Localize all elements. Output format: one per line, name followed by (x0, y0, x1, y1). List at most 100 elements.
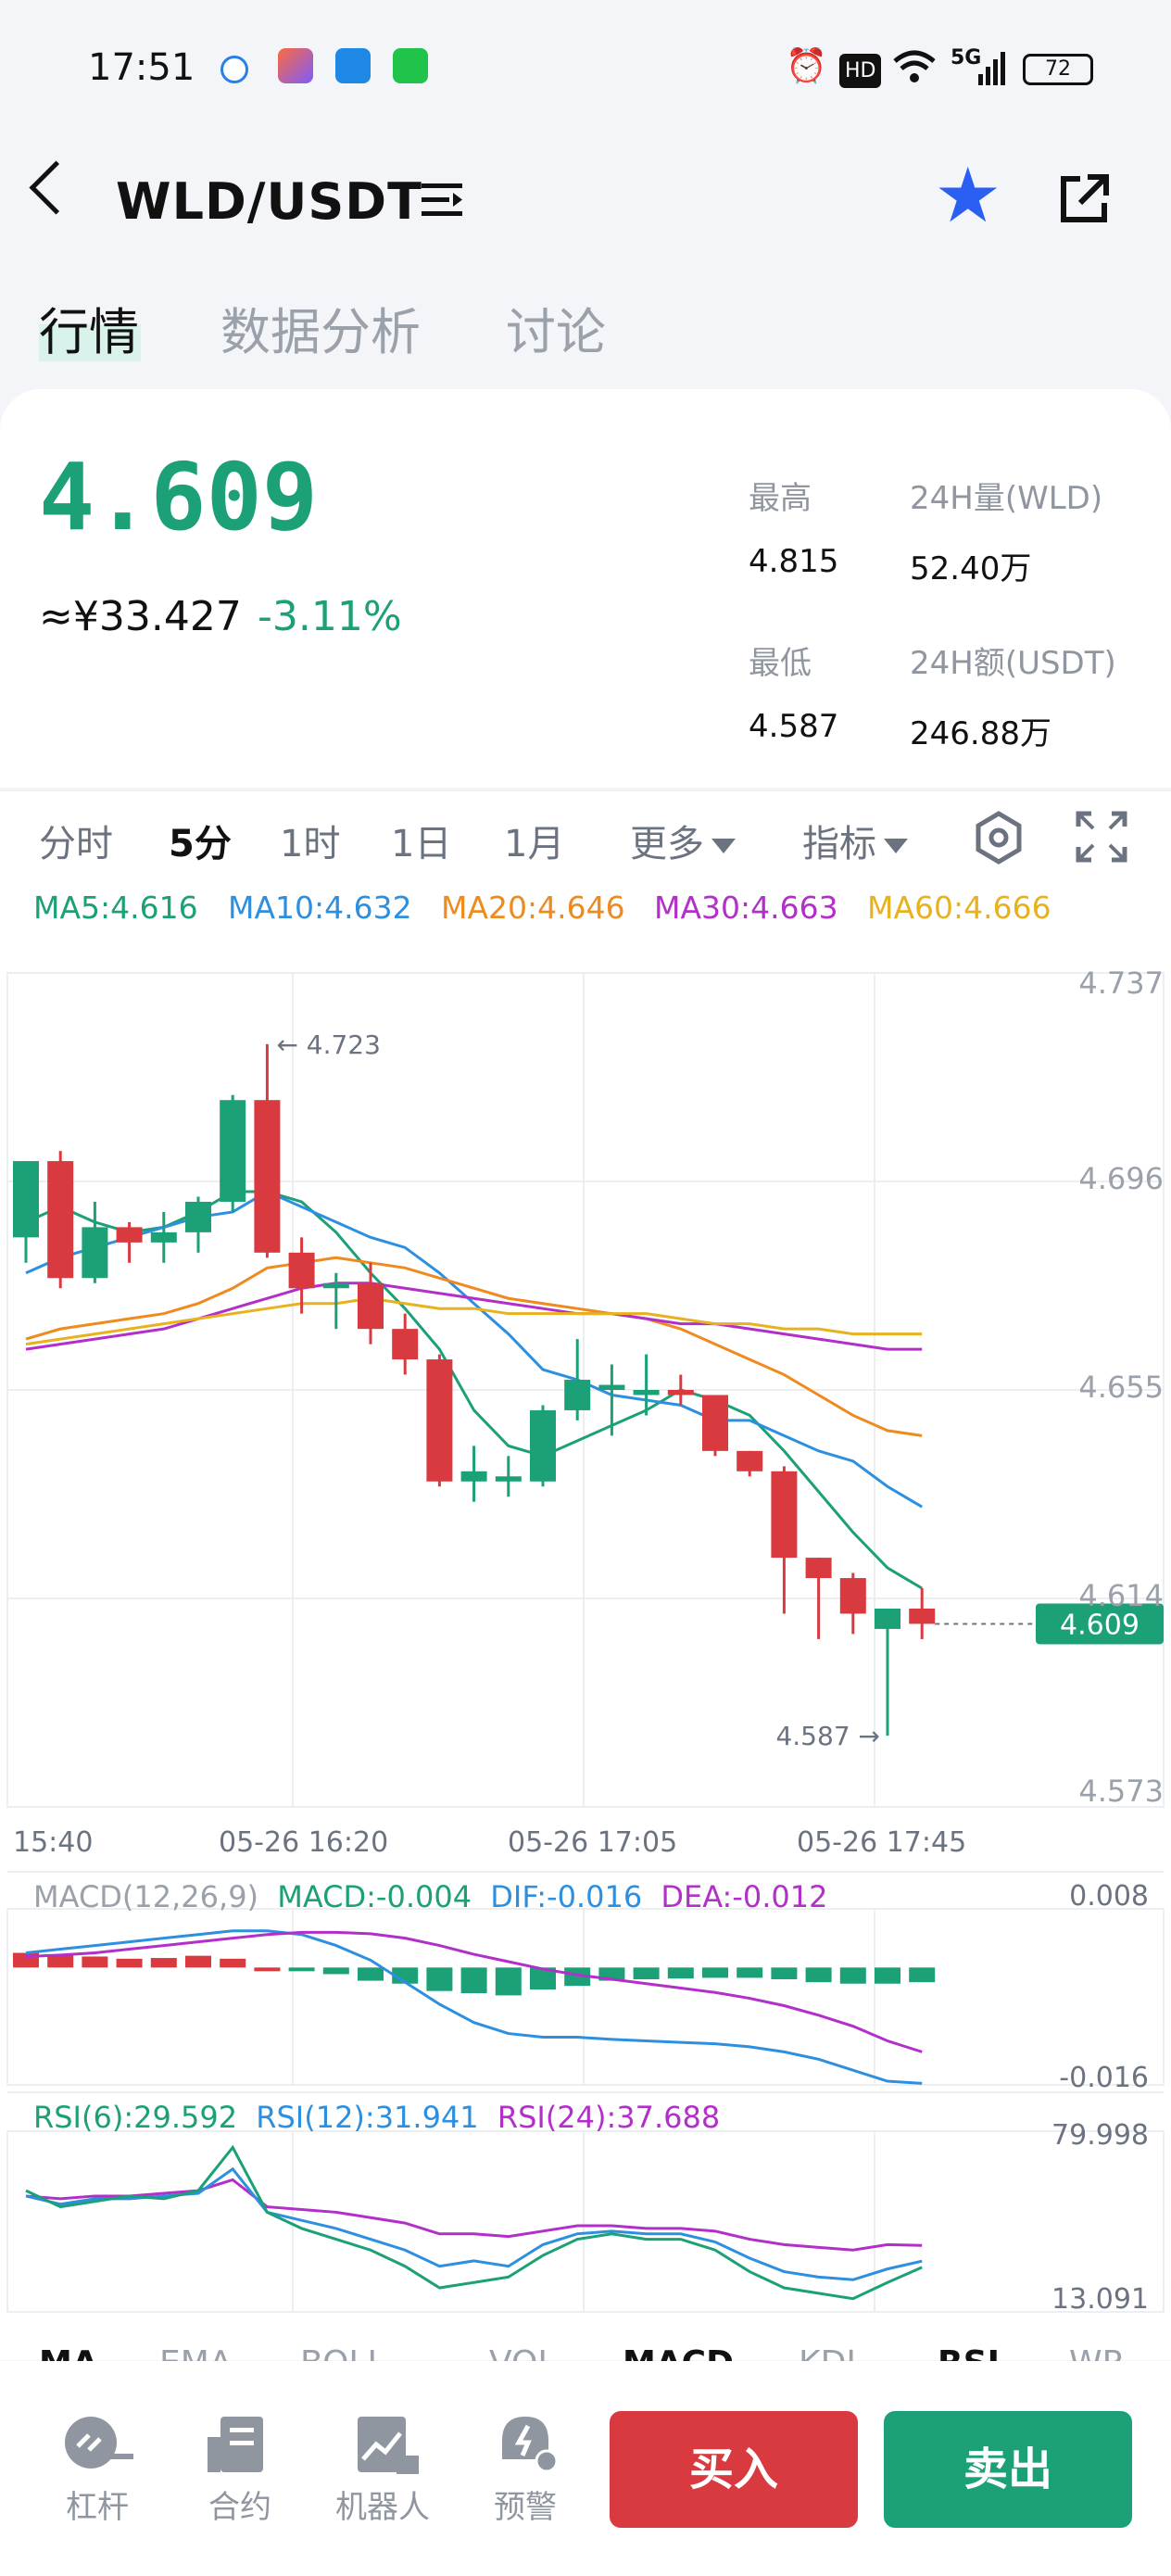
price-axis-label: 4.573 (1078, 1774, 1164, 1809)
candle-body (288, 1252, 315, 1289)
contract-label: 合约 (208, 2489, 271, 2526)
rsi-frame (6, 2130, 1165, 2313)
candle-body (702, 1395, 728, 1451)
tf-timeline[interactable]: 分时 (39, 823, 113, 865)
ma5-legend: MA5:4.616 (33, 890, 198, 926)
candle-body (667, 1390, 694, 1395)
macd-histogram-bar (150, 1958, 177, 1968)
tf-5min[interactable]: 5分 (169, 823, 232, 865)
ma5-line (25, 1190, 923, 1590)
macd-histogram-bar (116, 1958, 143, 1968)
shop-app-icon (393, 48, 428, 83)
chevron-down-icon (884, 839, 908, 853)
high-marker: ← 4.723 (276, 1029, 381, 1060)
candle-body (82, 1227, 108, 1279)
browser-app-icon (220, 56, 248, 83)
status-time: 17:51 (88, 46, 195, 89)
macd-histogram-bar (805, 1967, 832, 1983)
price-axis-label: 4.696 (1078, 1161, 1164, 1196)
buy-button[interactable]: 买入 (610, 2411, 858, 2528)
candles: ← 4.723 4.587 → 4.609 (13, 1029, 1164, 1751)
macd-histogram-bar (460, 1967, 487, 1994)
candle-body (47, 1161, 74, 1279)
candle-body (495, 1476, 522, 1482)
tab-underline (39, 324, 141, 361)
macd-panel: 0.008 -0.016 (13, 1880, 1149, 2094)
low-label: 最低 (749, 645, 812, 682)
macd-value: MACD:-0.004 (277, 1879, 472, 1914)
tf-1day[interactable]: 1日 (391, 823, 452, 865)
indicator-dropdown[interactable]: 指标 (802, 814, 908, 867)
candle-body (839, 1578, 866, 1614)
candle-body (805, 1558, 832, 1579)
high-value: 4.815 (749, 543, 839, 580)
time-axis-label: 05-26 17:45 (797, 1826, 966, 1859)
macd-histogram-bar (185, 1955, 211, 1968)
alert-action[interactable]: 预警 (474, 2413, 576, 2526)
bot-label: 机器人 (335, 2489, 430, 2526)
candle-body (564, 1380, 591, 1410)
bot-action[interactable]: 机器人 (332, 2413, 434, 2526)
robot-chart-icon (358, 2417, 419, 2474)
fullscreen-icon[interactable] (1075, 810, 1128, 864)
more-dropdown[interactable]: 更多 (630, 814, 736, 867)
rsi12-value: RSI(12):31.941 (256, 2100, 479, 2135)
macd-histogram-bar (530, 1967, 556, 1990)
ma60-line (25, 1296, 923, 1346)
dea-value: DEA:-0.012 (661, 1879, 828, 1914)
back-arrow-icon[interactable] (29, 160, 83, 215)
ma-lines (25, 1190, 923, 1590)
candle-body (530, 1409, 556, 1482)
rsi-legend: RSI(6):29.592 RSI(12):31.941 RSI(24):37.… (33, 2100, 720, 2135)
pair-title[interactable]: WLD/USDT (116, 172, 422, 231)
last-price-tag (1036, 1603, 1164, 1645)
leverage-action[interactable]: 杠杆 (46, 2413, 148, 2526)
tf-1month[interactable]: 1月 (504, 823, 565, 865)
candle-body (150, 1231, 177, 1243)
battery-indicator: 72 (1023, 54, 1093, 85)
macd-histogram-bar (737, 1967, 763, 1978)
macd-histogram-bar (322, 1967, 349, 1975)
macd-histogram-bar (254, 1967, 281, 1972)
chart-settings-icon[interactable] (971, 810, 1026, 865)
chevron-down-icon (711, 839, 736, 853)
candle-body (322, 1282, 349, 1289)
macd-histogram-bar (839, 1967, 866, 1984)
candle-body (875, 1608, 900, 1629)
amount-label: 24H额(USDT) (910, 645, 1116, 682)
tf-1hour[interactable]: 1时 (280, 823, 341, 865)
volume-value: 52.40万 (910, 550, 1032, 587)
amount-value: 246.88万 (910, 715, 1051, 752)
time-axis-label: 05-26 16:20 (219, 1826, 388, 1859)
macd-histogram-bar (358, 1967, 384, 1981)
timeframe-bar (0, 789, 1171, 889)
more-label: 更多 (630, 823, 704, 865)
macd-histogram-bar (875, 1967, 900, 1984)
rsi-panel: 79.998 13.091 (25, 2119, 1149, 2316)
macd-histogram-bar (220, 1958, 246, 1968)
rsi24-line (25, 2178, 923, 2252)
price-axis: 4.737 4.696 4.655 4.614 4.573 (1078, 966, 1164, 1809)
candle-body (13, 1161, 39, 1238)
cny-price: ≈¥33.427 (39, 593, 242, 640)
candle-body (460, 1471, 487, 1482)
price-change: -3.11% (258, 593, 402, 640)
pair-menu-icon[interactable] (422, 182, 462, 216)
macd-histogram-bar (495, 1967, 522, 1996)
signal-bars-icon (978, 52, 1006, 85)
candle-body (909, 1608, 936, 1624)
ma30-legend: MA30:4.663 (654, 890, 838, 926)
dif-line (25, 1929, 923, 2085)
macd-histogram-bar (47, 1954, 74, 1968)
tab-discussion[interactable]: 讨论 (506, 303, 606, 361)
signal-label: 5G (951, 46, 982, 69)
candlestick-chart[interactable]: ← 4.723 4.587 → 4.609 4.737 4.696 4.655 4.614… (0, 964, 1171, 2326)
share-icon[interactable] (1056, 171, 1109, 223)
last-price-tag-text: 4.609 (1060, 1609, 1140, 1641)
tab-market[interactable]: 行情 (39, 303, 139, 361)
rsi6-line (25, 2144, 923, 2301)
favorite-star-icon[interactable]: ★ (934, 152, 1002, 240)
tab-data-analysis[interactable]: 数据分析 (220, 303, 421, 361)
sell-button[interactable]: 卖出 (884, 2411, 1132, 2528)
contract-action[interactable]: 合约 (189, 2413, 291, 2526)
